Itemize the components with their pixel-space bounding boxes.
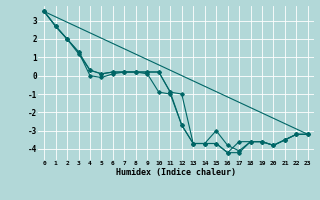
X-axis label: Humidex (Indice chaleur): Humidex (Indice chaleur): [116, 168, 236, 177]
